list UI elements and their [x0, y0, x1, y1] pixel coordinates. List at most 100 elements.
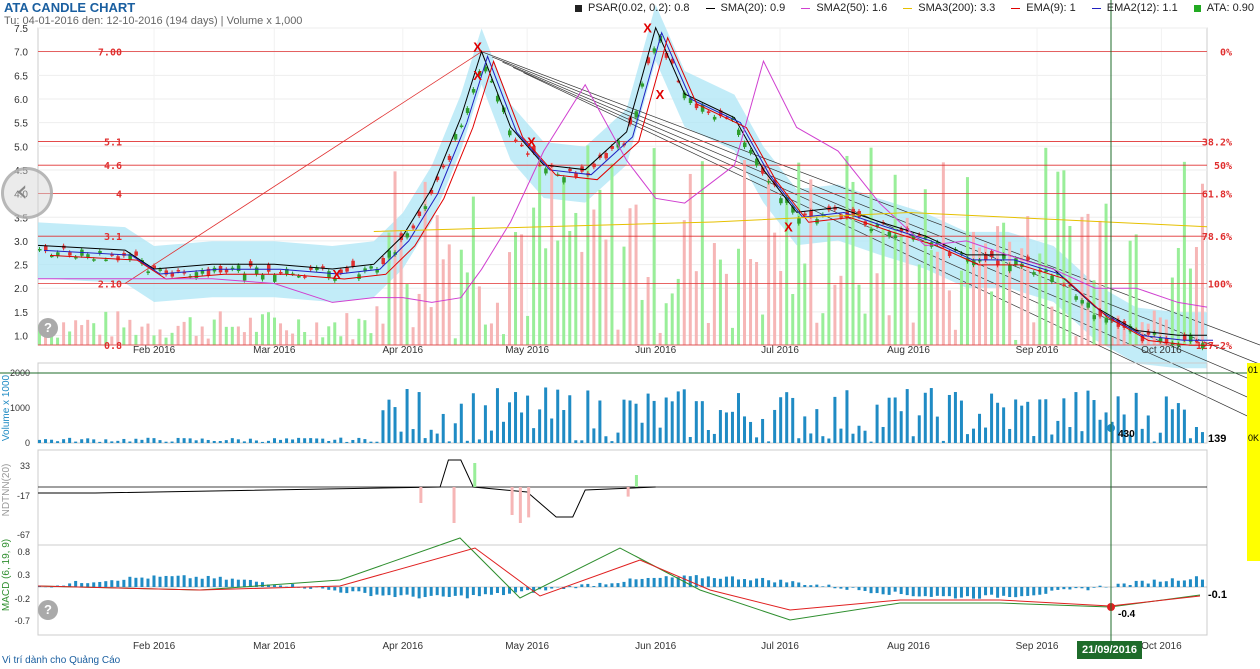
candle	[405, 233, 410, 238]
legend-label: ATA: 0.90	[1206, 2, 1255, 14]
volume-bar	[941, 440, 945, 443]
moving-average-line	[43, 31, 1213, 341]
volume-bar	[441, 413, 445, 443]
x-tick-label: Aug 2016	[887, 345, 930, 356]
macd-histogram-bar	[465, 587, 469, 599]
volume-bar	[128, 441, 132, 443]
sell-marker: X	[656, 87, 665, 102]
volume-bar	[146, 437, 150, 443]
candle	[610, 146, 614, 149]
macd-histogram-bar	[676, 577, 680, 587]
volume-bar	[1068, 427, 1072, 443]
ad-placeholder[interactable]: Vi trí dành cho Quảng Cáo	[2, 655, 121, 666]
candle	[447, 155, 452, 161]
legend-item[interactable]: EMA(9): 1	[1011, 2, 1076, 14]
macd-cursor-label: -0.4	[1118, 609, 1136, 620]
volume-bar	[929, 388, 933, 443]
x-tick-label: May 2016	[505, 345, 549, 356]
macd-histogram-bar	[471, 587, 475, 595]
volume-bar	[959, 400, 963, 443]
macd-histogram-bar	[881, 587, 885, 595]
macd-histogram-bar	[706, 576, 710, 587]
macd-histogram-bar	[929, 587, 933, 597]
candle	[797, 218, 801, 224]
volume-bar	[990, 393, 994, 443]
candle	[176, 270, 181, 272]
legend-item[interactable]: SMA(20): 0.9	[705, 2, 785, 14]
candle	[899, 228, 904, 232]
volume-bg-bar	[622, 246, 626, 345]
volume-bg-bar	[634, 204, 638, 345]
volume-bar	[381, 410, 385, 443]
macd-histogram-bar	[1140, 580, 1144, 587]
volume-bg-bar	[206, 338, 210, 345]
volume-bar	[224, 440, 228, 443]
volume-bg-bar	[1134, 234, 1138, 345]
volume-bg-bar	[1128, 240, 1132, 345]
candle	[104, 259, 108, 262]
candle	[628, 117, 633, 125]
volume-bg-bar	[688, 173, 692, 345]
macd-histogram-bar	[1080, 587, 1084, 589]
macd-histogram-bar	[309, 587, 313, 589]
macd-histogram-bar	[333, 587, 337, 591]
volume-bar	[749, 421, 753, 443]
ndtnn-bar	[452, 487, 456, 523]
candle	[761, 167, 765, 174]
candle	[634, 111, 639, 118]
volume-bg-bar	[724, 273, 728, 345]
volume-bg-bar	[1038, 253, 1042, 345]
volume-bar	[779, 397, 783, 443]
volume-bar	[357, 437, 361, 443]
macd-histogram-bar	[194, 576, 198, 587]
volume-bg-bar	[1032, 322, 1036, 345]
candle	[68, 252, 72, 256]
volume-bar	[767, 441, 771, 443]
volume-bar	[98, 441, 102, 443]
macd-histogram-bar	[508, 587, 512, 594]
moving-average-line	[49, 36, 1219, 346]
macd-histogram-bar	[616, 583, 620, 587]
macd-histogram-bar	[996, 587, 1000, 598]
legend-item[interactable]: EMA2(12): 1.1	[1091, 2, 1178, 14]
volume-bg-bar	[435, 215, 439, 345]
volume-bg-bar	[1194, 247, 1198, 345]
macd-histogram-bar	[580, 584, 584, 587]
volume-bg-bar	[646, 277, 650, 345]
candle	[1014, 258, 1018, 266]
question-icon[interactable]: ?	[38, 318, 58, 338]
candle	[791, 206, 795, 213]
legend-item[interactable]: ATA: 0.90	[1193, 2, 1255, 14]
volume-bar	[1146, 415, 1150, 443]
volume-bar	[598, 400, 602, 443]
legend-swatch	[1193, 4, 1201, 12]
volume-bg-bar	[387, 232, 391, 345]
volume-bg-bar	[574, 212, 578, 345]
volume-bg-bar	[640, 299, 644, 345]
volume-bg-bar	[92, 323, 96, 345]
info-panel: 01 0K	[1247, 363, 1260, 561]
macd-histogram-bar	[923, 587, 927, 597]
chevron-left-icon[interactable]: ‹	[1, 167, 53, 219]
legend-item[interactable]: PSAR(0.02, 0.2): 0.8	[575, 2, 690, 14]
volume-bar	[315, 438, 319, 443]
volume-bar	[761, 418, 765, 443]
legend-item[interactable]: SMA2(50): 1.6	[801, 2, 887, 14]
volume-bg-bar	[592, 209, 596, 345]
volume-bar	[592, 428, 596, 443]
volume-bar	[1200, 432, 1204, 443]
legend-item[interactable]: SMA3(200): 3.3	[903, 2, 995, 14]
volume-bar	[345, 441, 349, 443]
volume-bar	[1140, 428, 1144, 443]
candle	[236, 265, 241, 272]
volume-bg-bar	[285, 330, 289, 345]
volume-bg-bar	[315, 322, 319, 345]
legend[interactable]: PSAR(0.02, 0.2): 0.8 SMA(20): 0.9 SMA2(50)…	[575, 2, 1260, 14]
question-icon[interactable]: ?	[38, 600, 58, 620]
volume-bar	[1086, 390, 1090, 443]
candle	[1050, 275, 1054, 283]
volume-bg-bar	[743, 159, 747, 345]
info-panel-value: 0K	[1248, 433, 1260, 443]
volume-bar	[1020, 405, 1024, 443]
candle	[429, 189, 434, 194]
